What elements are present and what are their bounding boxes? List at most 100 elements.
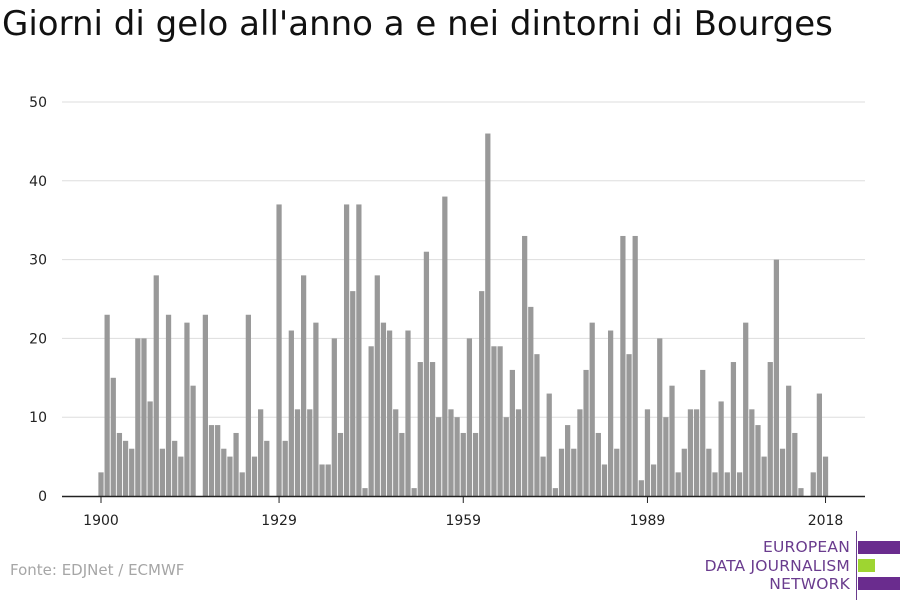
bar-1903 [116, 432, 123, 496]
y-axis-ticks: 0 10 20 30 40 50 [29, 95, 47, 505]
bar-1952 [417, 362, 423, 496]
bar-1987 [632, 235, 638, 496]
bar-1913 [178, 456, 184, 496]
logo-bar-purple-bottom [858, 577, 900, 590]
bar-1909 [153, 275, 159, 496]
y-tick-label: 10 [29, 410, 47, 426]
bar-2009 [767, 362, 773, 496]
bar-1964 [491, 346, 497, 496]
bar-1976 [565, 425, 571, 496]
bar-1979 [583, 369, 589, 496]
bar-1911 [165, 314, 172, 496]
bar-1975 [558, 448, 565, 496]
bar-1985 [620, 235, 626, 496]
bar-1991 [657, 338, 663, 496]
logo-bar-purple-top [858, 541, 900, 554]
bar-1914 [184, 322, 190, 496]
y-tick-label: 40 [29, 174, 47, 190]
bar-2001 [718, 401, 724, 496]
bar-1989 [644, 409, 651, 496]
bar-1966 [503, 417, 509, 496]
bar-1940 [343, 204, 350, 496]
bar-1906 [135, 338, 141, 496]
bar-2012 [786, 385, 792, 496]
bar-1904 [122, 440, 129, 496]
bar-1917 [202, 314, 208, 496]
bar-1951 [411, 488, 417, 496]
bar-1960 [466, 338, 473, 496]
logo-bar-green [858, 559, 875, 572]
bar-1900 [98, 472, 104, 496]
bar-1983 [608, 330, 614, 496]
bar-1947 [386, 330, 393, 496]
bar-1974 [552, 488, 558, 496]
bar-1972 [540, 456, 546, 496]
bar-2011 [779, 448, 786, 496]
bar-2017 [816, 393, 822, 496]
bar-1969 [522, 235, 528, 496]
bar-1901 [104, 314, 110, 496]
bar-1998 [700, 369, 706, 496]
bar-2002 [724, 472, 730, 496]
bar-1910 [159, 448, 166, 496]
bar-1977 [571, 448, 577, 496]
bar-1993 [669, 385, 675, 496]
bar-1935 [313, 322, 319, 496]
bar-1950 [405, 330, 411, 496]
bar-1958 [454, 417, 460, 496]
bar-1980 [589, 322, 595, 496]
bar-2008 [761, 456, 767, 496]
logo-line-1: EUROPEAN [762, 538, 850, 556]
edjnet-logo: EUROPEAN DATA JOURNALISM NETWORK [690, 531, 900, 600]
bar-1929 [276, 204, 282, 496]
bar-2004 [736, 472, 743, 496]
bar-1967 [509, 369, 515, 496]
bar-1948 [393, 409, 399, 496]
x-tick-label: 1989 [630, 513, 666, 529]
bar-1923 [239, 472, 245, 496]
bar-1982 [601, 464, 608, 496]
x-tick-label: 2018 [808, 513, 844, 529]
bar-1937 [325, 464, 331, 496]
bar-1912 [172, 440, 178, 496]
bar-1954 [429, 362, 436, 496]
x-axis-ticks: 1900 1929 1959 1989 2018 [83, 496, 843, 529]
bar-1944 [368, 346, 374, 496]
bar-1996 [687, 409, 694, 496]
bar-1925 [251, 456, 258, 496]
y-tick-label: 20 [29, 331, 47, 347]
bar-1943 [362, 488, 368, 496]
x-tick-label: 1929 [261, 513, 297, 529]
source-note: Fonte: EDJNet / ECMWF [10, 561, 185, 579]
bar-1945 [374, 275, 380, 496]
logo-divider [856, 531, 857, 600]
bar-1941 [350, 291, 356, 496]
bar-1924 [245, 314, 251, 496]
y-tick-label: 50 [29, 95, 47, 111]
bar-1955 [436, 417, 442, 496]
chart-title: Giorni di gelo all'anno a e nei dintorni… [2, 4, 833, 44]
bar-1918 [208, 425, 215, 496]
bar-1965 [497, 346, 503, 496]
bar-2010 [773, 259, 780, 496]
bar-1905 [129, 448, 135, 496]
bar-1978 [577, 409, 583, 496]
bar-2005 [743, 322, 749, 496]
bar-1988 [638, 480, 644, 496]
bar-1920 [221, 448, 227, 496]
bar-1995 [681, 448, 687, 496]
bar-1902 [110, 377, 116, 496]
bar-1981 [595, 432, 601, 496]
bar-1970 [528, 306, 534, 496]
bar-1926 [258, 409, 264, 496]
bar-1959 [460, 432, 466, 496]
bar-1908 [147, 401, 153, 496]
bar-1939 [337, 432, 344, 496]
bar-1922 [233, 432, 239, 496]
bar-1934 [307, 409, 313, 496]
bar-1949 [399, 432, 405, 496]
logo-line-2: DATA JOURNALISM [704, 557, 850, 575]
y-tick-label: 0 [38, 489, 47, 505]
bar-1927 [264, 440, 270, 496]
bar-2007 [755, 425, 761, 496]
